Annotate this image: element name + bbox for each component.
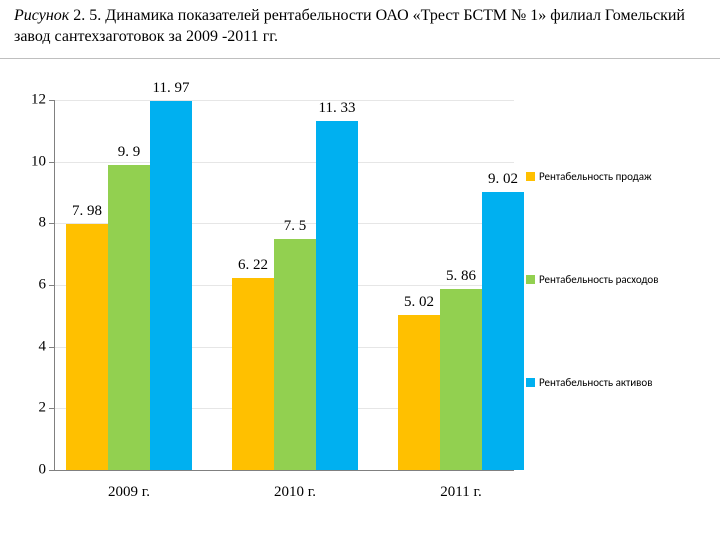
plot-area: 0246810127. 989. 911. 972009 г.6. 227. 5…: [54, 100, 514, 470]
y-axis: [54, 100, 55, 470]
x-axis: [54, 470, 514, 471]
legend-label: Рентабельность расходов: [539, 273, 658, 286]
legend-label: Рентабельность продаж: [539, 170, 652, 183]
bar: [440, 289, 482, 470]
chart-container: 0246810127. 989. 911. 972009 г.6. 227. 5…: [14, 100, 706, 520]
legend-item: Рентабельность активов: [526, 376, 720, 389]
legend-item: Рентабельность продаж: [526, 170, 720, 183]
legend-label: Рентабельность активов: [539, 376, 653, 389]
bar: [316, 121, 358, 470]
legend-swatch: [526, 172, 535, 181]
y-axis-label: 4: [39, 338, 47, 355]
bar: [232, 278, 274, 470]
title-prefix: Рисунок: [14, 7, 69, 24]
title-rest: 2. 5. Динамика показателей рентабельност…: [14, 7, 685, 45]
legend: Рентабельность продаж Рентабельность расх…: [526, 170, 720, 479]
bar-value-label: 9. 02: [473, 171, 533, 188]
y-axis-label: 12: [31, 92, 46, 109]
y-axis-label: 10: [31, 153, 46, 170]
x-axis-label: 2010 г.: [235, 484, 355, 501]
y-axis-label: 8: [39, 215, 47, 232]
bar-value-label: 11. 97: [141, 80, 201, 97]
y-axis-label: 0: [39, 462, 47, 479]
bar: [482, 192, 524, 470]
chart-title: Рисунок 2. 5. Динамика показателей рента…: [0, 0, 720, 59]
bar: [398, 315, 440, 470]
bar: [108, 165, 150, 470]
bar: [150, 101, 192, 470]
x-axis-label: 2011 г.: [401, 484, 521, 501]
y-axis-label: 6: [39, 277, 47, 294]
gridline: [54, 162, 514, 163]
legend-swatch: [526, 378, 535, 387]
bar: [274, 239, 316, 470]
bar-value-label: 11. 33: [307, 100, 367, 117]
x-axis-label: 2009 г.: [69, 484, 189, 501]
y-axis-label: 2: [39, 400, 47, 417]
legend-swatch: [526, 275, 535, 284]
bar: [66, 224, 108, 470]
gridline: [54, 100, 514, 101]
legend-item: Рентабельность расходов: [526, 273, 720, 286]
